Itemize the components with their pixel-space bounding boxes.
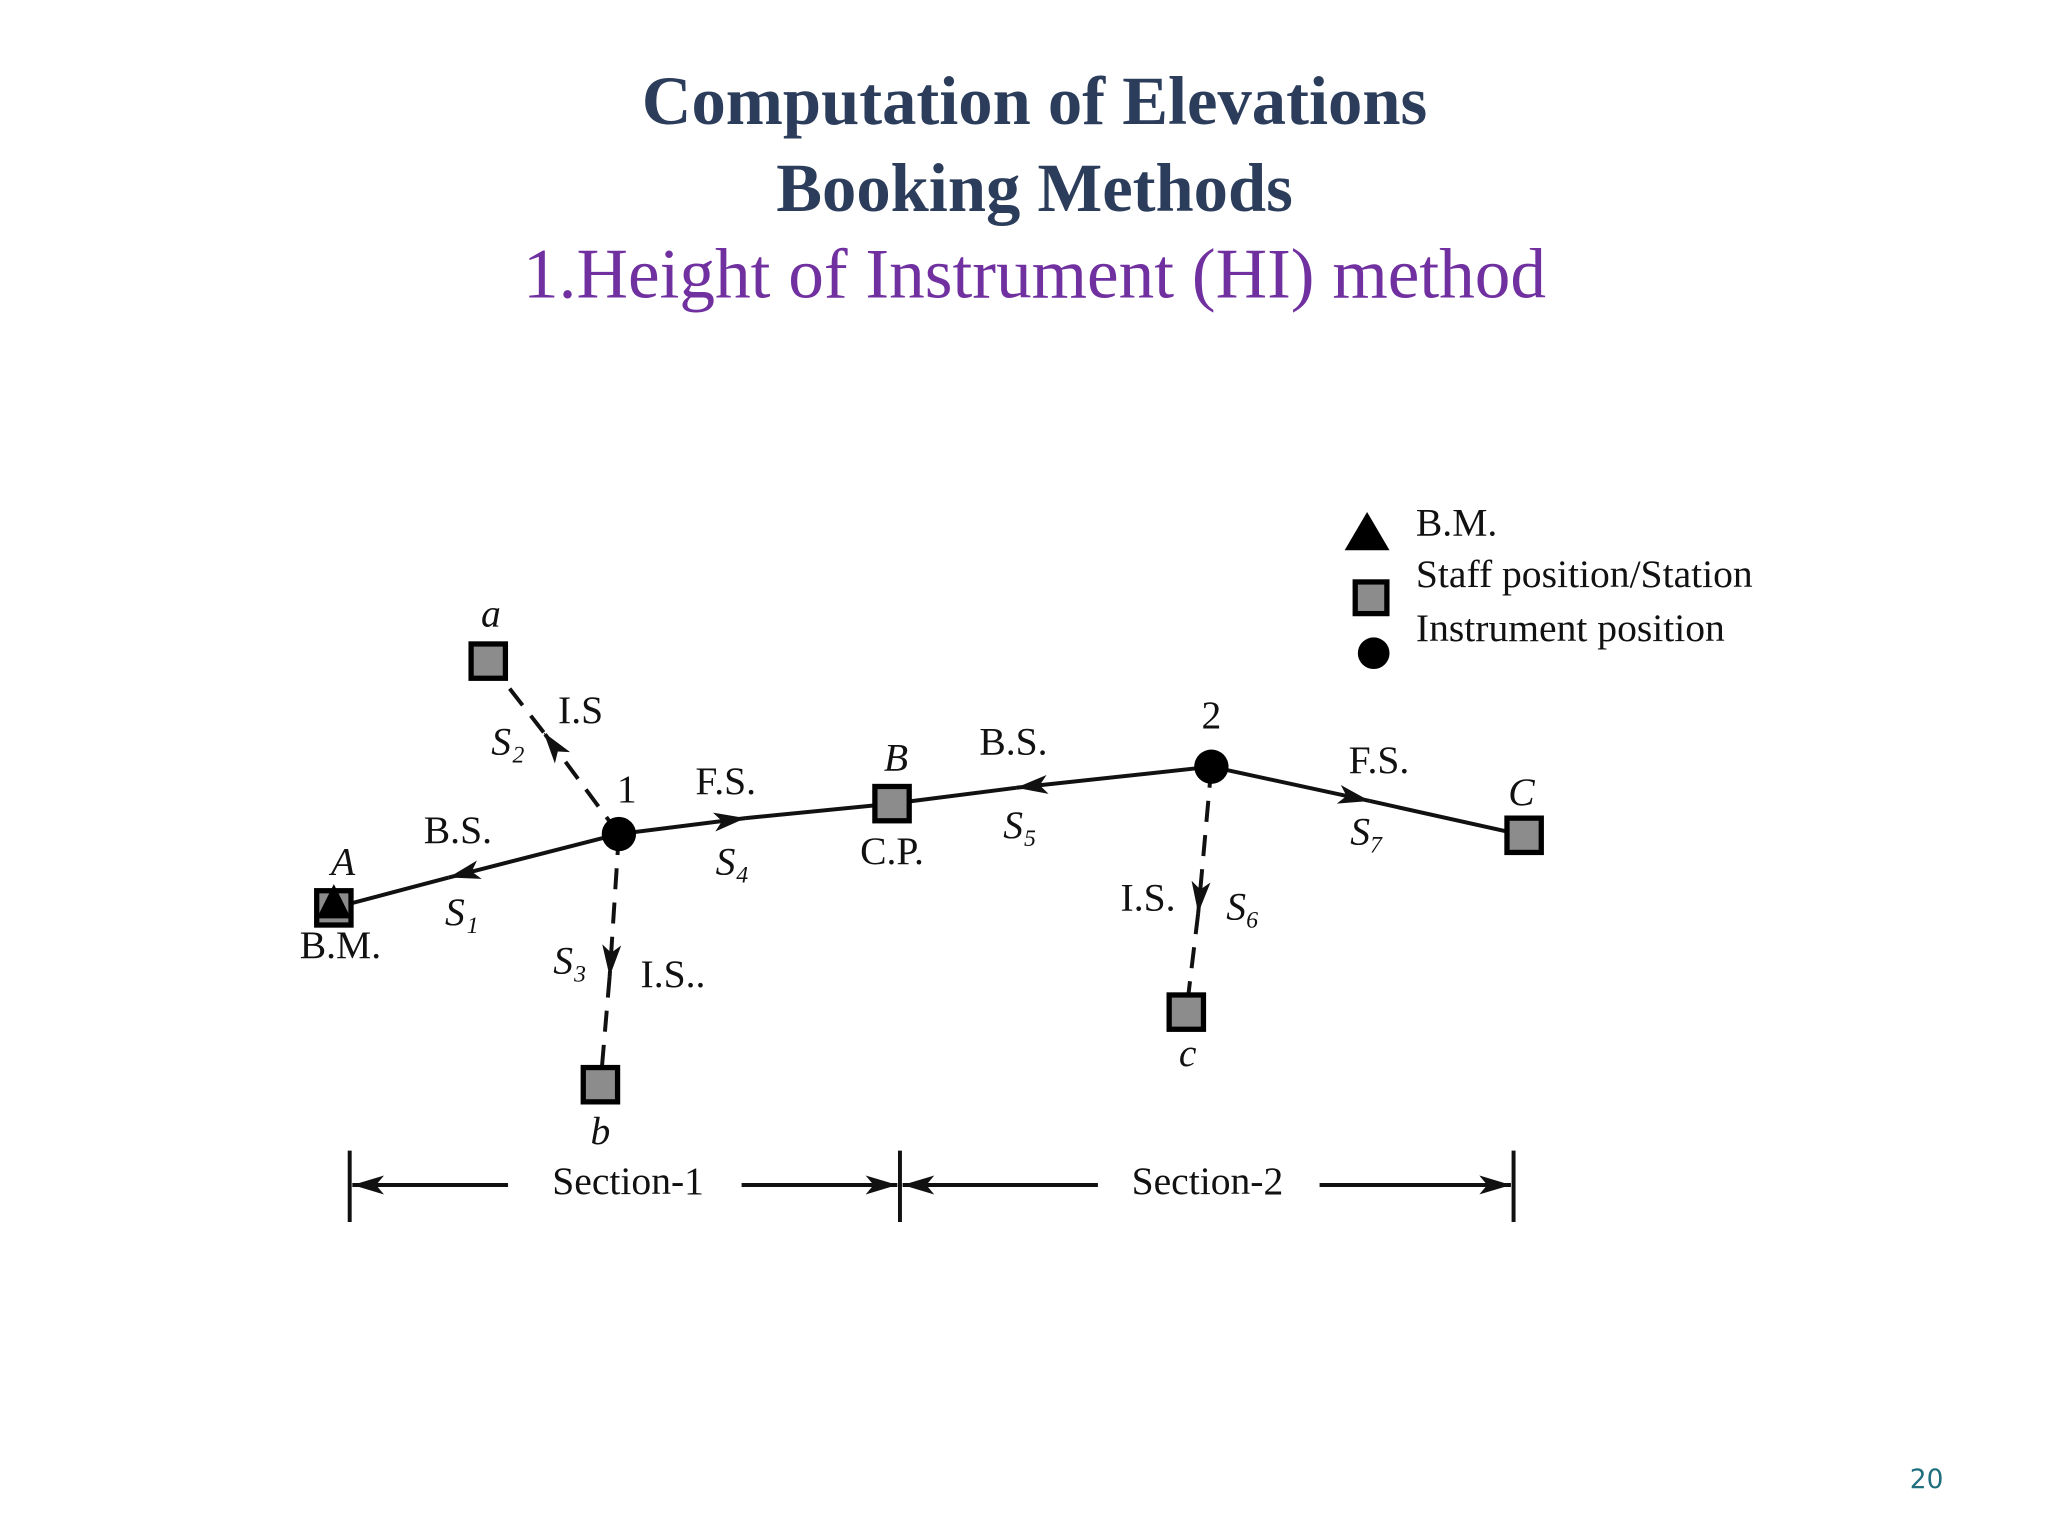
label: a bbox=[481, 592, 501, 636]
label: S₁ bbox=[445, 890, 479, 934]
line-bs bbox=[1015, 764, 1212, 794]
legend-square bbox=[1352, 579, 1390, 617]
legend-label: B.M. bbox=[1416, 501, 1497, 545]
stations bbox=[314, 641, 1544, 1105]
label: C.P. bbox=[860, 829, 924, 873]
subtitle: Booking Methods bbox=[776, 150, 1293, 226]
line bbox=[1369, 799, 1525, 838]
label: I.S. bbox=[1121, 875, 1176, 919]
labels: a b c A B C 1 2 I.S S₂ F.S. S₄ C.P. B.S.… bbox=[300, 592, 1536, 1153]
label: I.S.. bbox=[641, 952, 706, 996]
line-fs bbox=[618, 812, 746, 836]
line bbox=[891, 785, 1017, 806]
label: B.S. bbox=[424, 808, 492, 852]
line-is bbox=[542, 731, 621, 836]
label: F.S. bbox=[695, 759, 756, 803]
label: S₃ bbox=[553, 939, 587, 983]
label: b bbox=[591, 1109, 611, 1153]
title: Computation of Elevations bbox=[642, 63, 1427, 139]
label: C bbox=[1508, 770, 1535, 814]
legend: B.M. Staff position/Station Instrument p… bbox=[1344, 501, 1753, 670]
line bbox=[745, 801, 893, 821]
legend-label: Staff position/Station bbox=[1416, 552, 1753, 596]
label: 2 bbox=[1201, 693, 1221, 737]
bm-marker bbox=[316, 884, 352, 919]
sections: Section-1 Section-2 bbox=[347, 1150, 1516, 1222]
label: S₅ bbox=[1003, 803, 1037, 847]
label: S₇ bbox=[1350, 809, 1384, 853]
instrument bbox=[601, 816, 637, 852]
line-is bbox=[602, 833, 622, 977]
legend-dot bbox=[1357, 637, 1390, 670]
label: S₄ bbox=[716, 840, 750, 884]
label: B.M. bbox=[300, 923, 381, 967]
label: c bbox=[1179, 1031, 1197, 1075]
label: S₂ bbox=[491, 720, 525, 764]
section-label: Section-1 bbox=[552, 1159, 704, 1203]
page-number: 20 bbox=[1910, 1465, 1944, 1495]
legend-label: Instrument position bbox=[1416, 606, 1725, 650]
label: F.S. bbox=[1349, 738, 1410, 782]
legend-triangle bbox=[1344, 512, 1390, 551]
line-is bbox=[1191, 766, 1214, 914]
method-title: 1.Height of Instrument (HI) method bbox=[523, 235, 1546, 313]
instrument bbox=[1194, 749, 1229, 784]
line bbox=[598, 976, 612, 1085]
station bbox=[1504, 815, 1544, 856]
label: B bbox=[884, 735, 908, 779]
section-label: Section-2 bbox=[1132, 1159, 1284, 1203]
label: I.S bbox=[558, 688, 603, 732]
label: S₆ bbox=[1226, 885, 1260, 929]
line-fs bbox=[1210, 764, 1371, 804]
label: 1 bbox=[617, 767, 637, 811]
label: B.S. bbox=[979, 720, 1047, 764]
line-bs bbox=[448, 832, 620, 880]
station bbox=[468, 641, 509, 681]
station bbox=[580, 1064, 621, 1105]
label: A bbox=[328, 840, 356, 884]
station bbox=[872, 783, 912, 824]
station bbox=[1166, 992, 1207, 1032]
